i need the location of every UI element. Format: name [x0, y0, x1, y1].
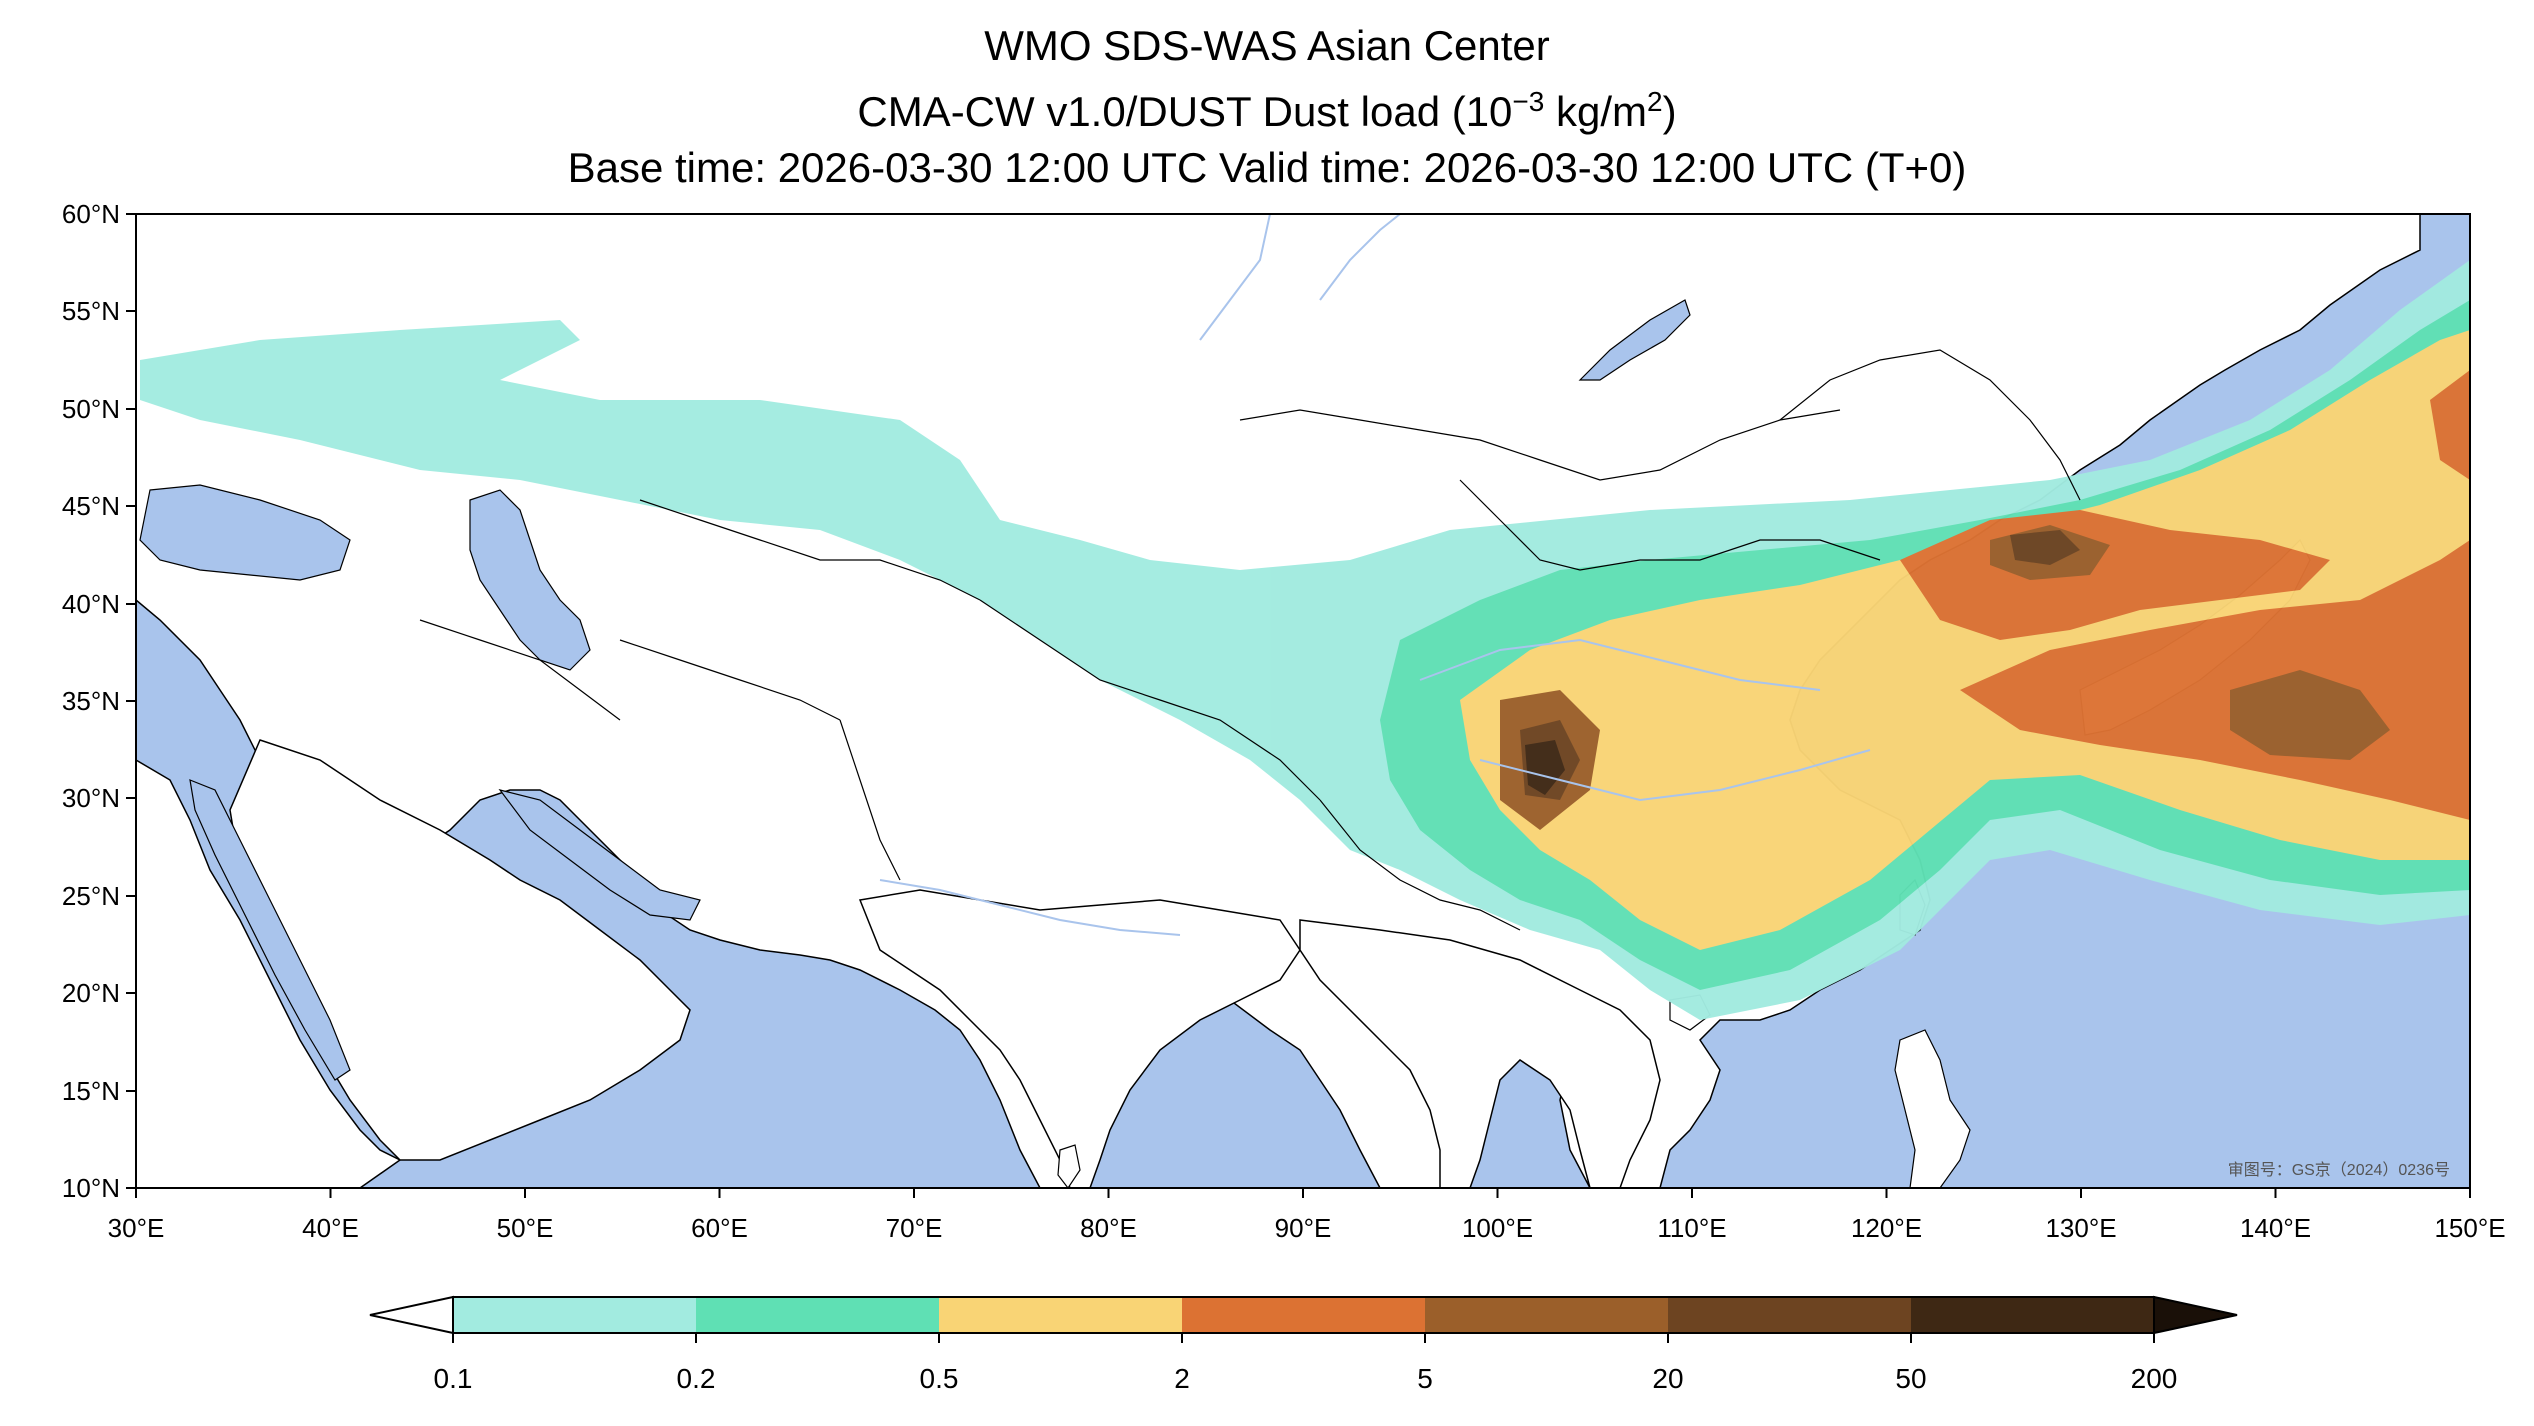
lat-tick-15: 15°N: [62, 1076, 120, 1106]
landmass-indochina: [1299, 919, 1661, 1188]
black-sea: [139, 484, 351, 581]
title-line-2-prefix: CMA-CW v1.0/DUST Dust load (10: [857, 88, 1513, 135]
colorbar-label-2: 2: [1174, 1363, 1190, 1394]
lon-tick-140: 140°E: [2240, 1213, 2311, 1243]
lat-tick-60: 60°N: [62, 199, 120, 229]
map-panel: 审图号：GS京（2024）0236号: [136, 214, 2470, 1188]
map-title: WMO SDS-WAS Asian Center CMA-CW v1.0/DUS…: [0, 18, 2534, 196]
lat-tick-25: 25°N: [62, 881, 120, 911]
colorbar-segment-1: [453, 1297, 696, 1333]
lon-tick-80: 80°E: [1080, 1213, 1137, 1243]
dust-band-20: [1520, 530, 2080, 800]
colorbar-label-50: 50: [1895, 1363, 1926, 1394]
lon-tick-70: 70°E: [886, 1213, 943, 1243]
sri-lanka: [1057, 1144, 1081, 1188]
lat-tick-55: 55°N: [62, 296, 120, 326]
lon-tick-90: 90°E: [1275, 1213, 1332, 1243]
lake-baikal: [1578, 299, 1691, 381]
rivers: [879, 214, 1871, 936]
title-line-2-suffix: ): [1662, 88, 1677, 135]
colorbar-label-20: 20: [1652, 1363, 1683, 1394]
lat-tick-50: 50°N: [62, 394, 120, 424]
title-line-1: WMO SDS-WAS Asian Center: [984, 22, 1550, 69]
lat-tick-10: 10°N: [62, 1173, 120, 1203]
title-line-2: CMA-CW v1.0/DUST Dust load (10−3 kg/m2): [0, 74, 2534, 140]
dust-band-50: [1525, 740, 1565, 795]
colorbar-label-0.1: 0.1: [434, 1363, 473, 1394]
colorbar-over-arrow: [2153, 1295, 2238, 1335]
philippines: [1894, 1029, 1971, 1188]
landmass-africa: [136, 759, 402, 1188]
colorbar-frame: [452, 1296, 2155, 1334]
title-line-3: Base time: 2026-03-30 12:00 UTC Valid ti…: [567, 144, 1967, 191]
lon-tick-100: 100°E: [1462, 1213, 1533, 1243]
colorbar: 0.1 0.2 0.5 2 5 20 50 200: [369, 1295, 2238, 1394]
lon-tick-30: 30°E: [108, 1213, 165, 1243]
lon-tick-110: 110°E: [1657, 1213, 1726, 1243]
colorbar-segment-2: [696, 1297, 939, 1333]
colorbar-label-200: 200: [2131, 1363, 2178, 1394]
title-unit-exponent: 2: [1647, 86, 1663, 117]
lat-tick-30: 30°N: [62, 783, 120, 813]
landmass-india: [858, 889, 1301, 1188]
dust-load-field: [140, 260, 2470, 1020]
lat-axis: 60°N 55°N 50°N 45°N 40°N 35°N 30°N 25°N …: [62, 199, 136, 1203]
colorbar-segment-7: [1911, 1297, 2154, 1333]
title-exponent: −3: [1512, 86, 1545, 117]
colorbar-segment-3: [939, 1297, 1182, 1333]
dust-band-0.5: [1460, 330, 2470, 950]
lon-tick-150: 150°E: [2434, 1213, 2505, 1243]
lat-tick-35: 35°N: [62, 686, 120, 716]
country-borders: [419, 349, 2081, 931]
colorbar-segment-5: [1425, 1297, 1668, 1333]
colorbar-label-5: 5: [1417, 1363, 1433, 1394]
caspian-sea: [469, 489, 591, 671]
colorbar-label-0.2: 0.2: [677, 1363, 716, 1394]
lat-tick-45: 45°N: [62, 491, 120, 521]
lon-tick-120: 120°E: [1851, 1213, 1922, 1243]
colorbar-segment-6: [1668, 1297, 1911, 1333]
red-sea: [189, 779, 351, 1081]
lat-tick-40: 40°N: [62, 589, 120, 619]
lat-tick-20: 20°N: [62, 978, 120, 1008]
colorbar-under-arrow: [369, 1295, 454, 1335]
persian-gulf: [498, 789, 701, 921]
map-watermark: 审图号：GS京（2024）0236号: [2228, 1161, 2450, 1179]
colorbar-label-0.5: 0.5: [920, 1363, 959, 1394]
lon-tick-130: 130°E: [2045, 1213, 2116, 1243]
lon-tick-60: 60°E: [691, 1213, 748, 1243]
title-line-2-mid: kg/m: [1544, 88, 1648, 135]
lon-tick-50: 50°E: [497, 1213, 554, 1243]
lon-axis: 30°E 40°E 50°E 60°E 70°E 80°E 90°E 100°E…: [108, 1188, 2506, 1243]
lon-tick-40: 40°E: [302, 1213, 359, 1243]
colorbar-segment-4: [1182, 1297, 1425, 1333]
